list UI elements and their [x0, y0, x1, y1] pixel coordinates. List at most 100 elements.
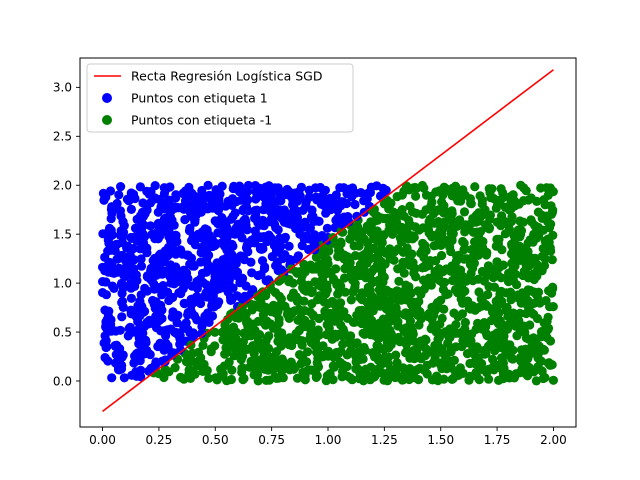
x-tick-label: 0.25	[146, 433, 173, 447]
point-label-minus-1	[427, 232, 437, 242]
point-label-minus-1	[357, 319, 367, 329]
point-label-1	[101, 277, 111, 287]
point-label-minus-1	[306, 325, 316, 335]
point-label-minus-1	[346, 346, 356, 356]
point-label-1	[286, 192, 296, 202]
point-label-1	[169, 279, 179, 289]
point-label-minus-1	[540, 236, 550, 246]
x-tick-label: 2.00	[540, 433, 567, 447]
point-label-1	[176, 345, 186, 355]
point-label-minus-1	[369, 216, 379, 227]
point-label-1	[139, 322, 149, 332]
point-label-1	[126, 305, 136, 315]
point-label-1	[220, 242, 230, 252]
point-label-minus-1	[325, 369, 335, 379]
point-label-minus-1	[350, 279, 360, 289]
point-label-1	[126, 326, 136, 336]
point-label-minus-1	[221, 348, 232, 358]
point-label-minus-1	[436, 186, 446, 197]
point-label-1	[239, 221, 249, 232]
point-label-minus-1	[486, 193, 496, 203]
point-label-1	[137, 207, 148, 217]
point-label-1	[179, 323, 189, 333]
point-label-1	[113, 267, 123, 277]
point-label-minus-1	[337, 372, 347, 382]
point-label-minus-1	[401, 348, 411, 358]
point-label-minus-1	[416, 354, 426, 364]
point-label-1	[184, 190, 194, 200]
point-label-1	[118, 227, 129, 237]
point-label-minus-1	[324, 323, 334, 333]
point-label-1	[259, 192, 269, 202]
point-label-1	[116, 182, 126, 192]
point-label-1	[126, 293, 136, 303]
point-label-minus-1	[482, 331, 492, 341]
point-label-minus-1	[477, 293, 487, 303]
point-label-minus-1	[505, 217, 515, 227]
point-label-1	[298, 222, 309, 232]
point-label-minus-1	[464, 375, 474, 385]
point-label-1	[163, 251, 173, 261]
point-label-1	[296, 182, 306, 192]
point-label-1	[301, 201, 311, 211]
point-label-1	[258, 205, 269, 215]
point-label-1	[116, 211, 126, 221]
point-label-1	[241, 281, 251, 291]
point-label-minus-1	[508, 276, 519, 286]
point-label-1	[114, 190, 124, 200]
point-label-1	[164, 225, 174, 235]
point-label-minus-1	[329, 350, 339, 360]
point-label-minus-1	[295, 350, 305, 360]
point-label-minus-1	[419, 365, 429, 375]
point-label-1	[161, 213, 171, 223]
point-label-minus-1	[540, 254, 550, 264]
point-label-1	[155, 338, 165, 348]
point-label-1	[135, 356, 145, 366]
point-label-minus-1	[329, 362, 339, 372]
point-label-minus-1	[539, 195, 549, 205]
point-label-1	[219, 283, 229, 293]
point-label-1	[119, 373, 129, 383]
point-label-1	[133, 316, 143, 327]
point-label-1	[174, 203, 184, 213]
point-label-minus-1	[190, 369, 200, 379]
point-label-1	[227, 239, 237, 250]
point-label-minus-1	[458, 236, 468, 247]
point-label-minus-1	[206, 347, 216, 357]
point-label-minus-1	[483, 341, 494, 351]
point-label-minus-1	[399, 268, 409, 278]
point-label-minus-1	[446, 228, 456, 238]
point-label-1	[129, 255, 139, 265]
point-label-minus-1	[273, 336, 283, 346]
point-label-minus-1	[409, 265, 420, 275]
point-label-minus-1	[513, 225, 523, 235]
point-label-minus-1	[414, 296, 424, 307]
point-label-minus-1	[277, 328, 287, 338]
point-label-1	[350, 199, 360, 210]
point-label-1	[185, 203, 195, 213]
point-label-1	[224, 268, 234, 278]
point-label-minus-1	[256, 297, 266, 307]
point-label-minus-1	[363, 373, 373, 383]
point-label-1	[207, 301, 217, 311]
point-label-minus-1	[384, 343, 394, 353]
point-label-1	[276, 196, 286, 206]
x-axis: 0.00 0.25 0.50 0.75 1.00 1.25 1.50 1.75 2.00	[89, 427, 567, 447]
point-label-minus-1	[466, 198, 476, 208]
point-label-1	[246, 257, 256, 267]
point-label-minus-1	[481, 222, 491, 232]
point-label-minus-1	[457, 309, 468, 319]
point-label-minus-1	[472, 371, 482, 382]
point-label-minus-1	[453, 288, 463, 298]
point-label-1	[132, 236, 142, 246]
point-label-minus-1	[303, 280, 313, 290]
point-label-1	[106, 315, 116, 325]
point-label-1	[339, 183, 349, 193]
point-label-1	[350, 188, 360, 198]
point-label-minus-1	[474, 215, 484, 226]
point-label-1	[153, 219, 163, 229]
point-label-minus-1	[509, 373, 519, 383]
point-label-1	[138, 198, 148, 208]
point-label-minus-1	[451, 263, 461, 273]
point-label-minus-1	[468, 276, 478, 286]
